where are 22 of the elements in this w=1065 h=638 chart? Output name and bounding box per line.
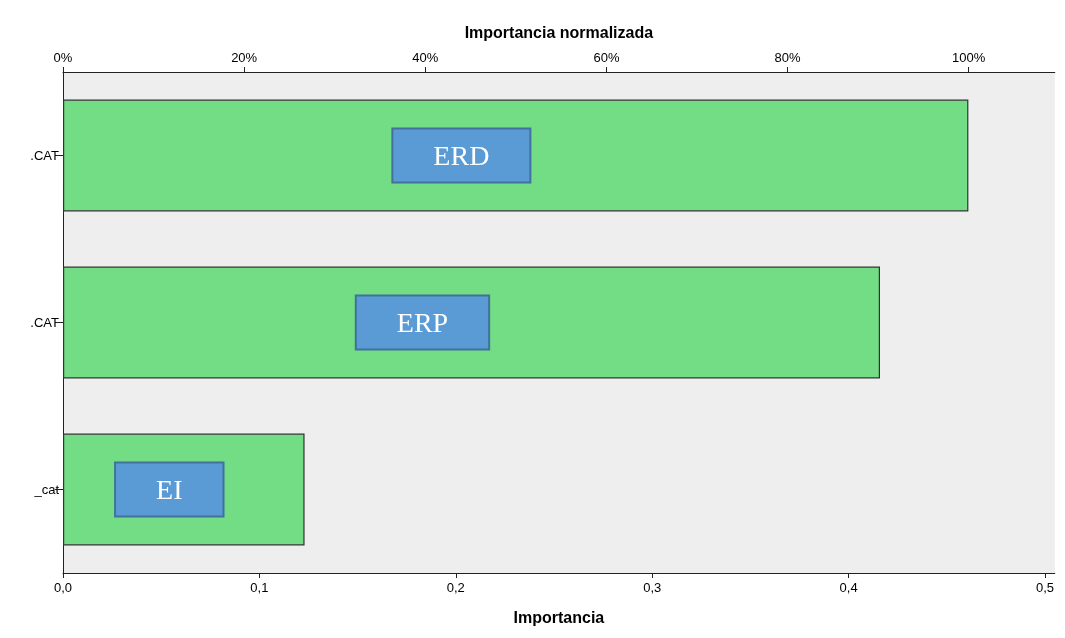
x-tick-label: 0,5 bbox=[1035, 580, 1054, 595]
x-tick-label: 0,3 bbox=[643, 580, 662, 595]
x-tick-label: 0,0 bbox=[53, 580, 73, 595]
x2-tick-label: 20% bbox=[231, 50, 258, 65]
x-axis-title: Importancia bbox=[513, 608, 605, 626]
annotation: ERP bbox=[396, 307, 449, 338]
bar bbox=[63, 99, 969, 212]
y-tick-label: .CAT bbox=[30, 315, 60, 330]
x-tick-label: 0,2 bbox=[446, 580, 465, 595]
x2-tick-label: 60% bbox=[593, 50, 620, 65]
x-tick-label: 0,4 bbox=[839, 580, 858, 595]
x2-tick-label: 40% bbox=[412, 50, 439, 65]
x-tick-label: 0,1 bbox=[250, 580, 269, 595]
x2-tick-label: 0% bbox=[53, 50, 73, 65]
x2-tick-label: 80% bbox=[774, 50, 802, 65]
annotation: EI bbox=[156, 474, 183, 505]
bar bbox=[63, 266, 880, 379]
y-tick-label: .CAT bbox=[30, 148, 60, 163]
y-tick-label: _cat bbox=[33, 482, 60, 497]
x2-axis-title: Importancia normalizada bbox=[464, 23, 654, 41]
annotation: ERD bbox=[433, 140, 490, 171]
x2-tick-label: 100% bbox=[952, 50, 986, 65]
